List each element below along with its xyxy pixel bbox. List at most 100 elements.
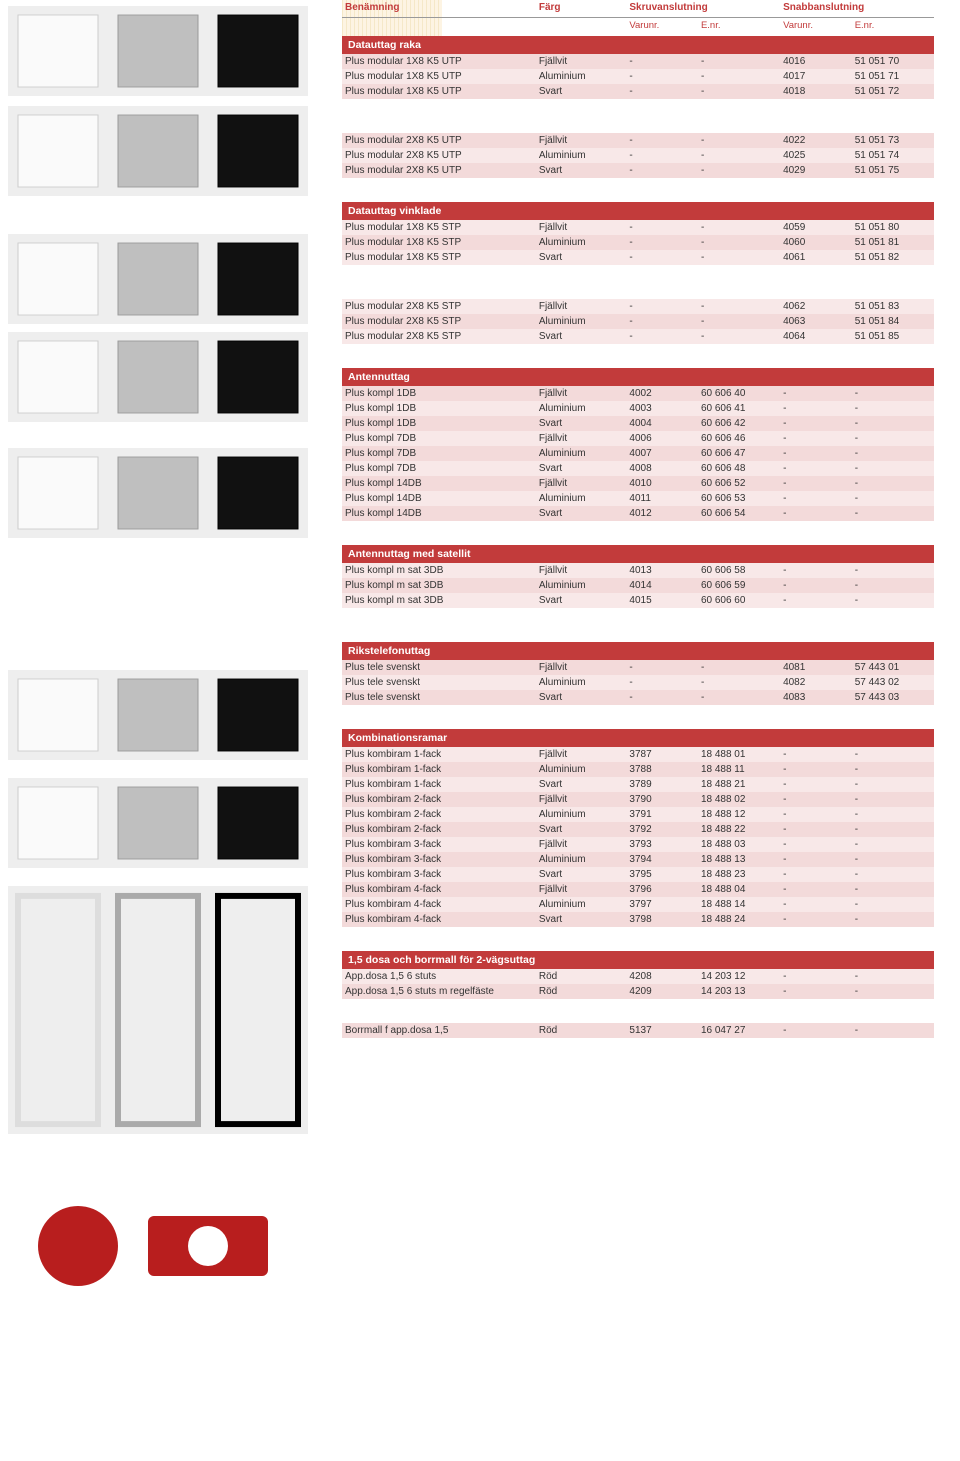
cell: Aluminium <box>536 69 627 84</box>
sub-enr-2: E.nr. <box>852 18 934 37</box>
cell: - <box>852 792 934 807</box>
cell: Fjällvit <box>536 792 627 807</box>
cell: 3794 <box>626 852 698 867</box>
cell: Svart <box>536 777 627 792</box>
cell: 4060 <box>780 235 852 250</box>
cell: - <box>626 314 698 329</box>
cell: 18 488 13 <box>698 852 780 867</box>
cell: - <box>852 882 934 897</box>
table-row: Plus kombiram 3-fackFjällvit379318 488 0… <box>342 837 934 852</box>
cell: 60 606 41 <box>698 401 780 416</box>
product-image <box>8 332 308 422</box>
cell: Fjällvit <box>536 660 627 675</box>
cell: 57 443 02 <box>852 675 934 690</box>
cell: Plus kompl 1DB <box>342 401 536 416</box>
cell: - <box>626 69 698 84</box>
cell: - <box>780 491 852 506</box>
cell: - <box>780 446 852 461</box>
table-row: Plus kombiram 2-fackSvart379218 488 22-- <box>342 822 934 837</box>
cell: Aluminium <box>536 762 627 777</box>
cell: - <box>852 747 934 762</box>
cell: - <box>852 897 934 912</box>
cell: - <box>852 476 934 491</box>
table-row: Plus modular 1X8 K5 UTPSvart--401851 051… <box>342 84 934 99</box>
cell: - <box>852 762 934 777</box>
table-row: Plus tele svensktAluminium--408257 443 0… <box>342 675 934 690</box>
cell: - <box>780 777 852 792</box>
cell: - <box>698 690 780 705</box>
product-image <box>8 778 308 868</box>
cell: Fjällvit <box>536 563 627 578</box>
cell: - <box>698 329 780 344</box>
cell: 18 488 03 <box>698 837 780 852</box>
table-row: Plus kompl 1DBFjällvit400260 606 40-- <box>342 386 934 401</box>
table-row: Plus kompl 7DBAluminium400760 606 47-- <box>342 446 934 461</box>
cell: 60 606 60 <box>698 593 780 608</box>
cell: - <box>780 897 852 912</box>
cell: Plus kombiram 4-fack <box>342 912 536 927</box>
cell: App.dosa 1,5 6 stuts <box>342 969 536 984</box>
cell: Svart <box>536 461 627 476</box>
table-row: Plus kompl 14DBSvart401260 606 54-- <box>342 506 934 521</box>
cell: - <box>852 446 934 461</box>
col-skruv: Skruvanslutning <box>626 0 780 18</box>
table-row: Plus modular 2X8 K5 STPAluminium--406351… <box>342 314 934 329</box>
section-title: Rikstelefonuttag <box>342 642 934 660</box>
sub-enr-1: E.nr. <box>698 18 780 37</box>
table-row: Plus modular 2X8 K5 UTPSvart--402951 051… <box>342 163 934 178</box>
cell: Röd <box>536 1023 627 1038</box>
cell: - <box>698 235 780 250</box>
section-title: 1,5 dosa och borrmall för 2-vägsuttag <box>342 951 934 969</box>
table-row: App.dosa 1,5 6 stuts m regelfästeRöd4209… <box>342 984 934 999</box>
table-row: Plus tele svensktSvart--408357 443 03 <box>342 690 934 705</box>
cell: - <box>780 837 852 852</box>
table-row: Plus tele svensktFjällvit--408157 443 01 <box>342 660 934 675</box>
cell: 18 488 22 <box>698 822 780 837</box>
cell: - <box>852 807 934 822</box>
cell: Aluminium <box>536 401 627 416</box>
cell: 3797 <box>626 897 698 912</box>
table-row: App.dosa 1,5 6 stutsRöd420814 203 12-- <box>342 969 934 984</box>
cell: - <box>852 578 934 593</box>
cell: Plus modular 2X8 K5 UTP <box>342 148 536 163</box>
cell: - <box>698 163 780 178</box>
cell: Plus modular 1X8 K5 UTP <box>342 69 536 84</box>
cell: Plus modular 2X8 K5 STP <box>342 329 536 344</box>
cell: Fjällvit <box>536 476 627 491</box>
cell: Plus modular 2X8 K5 STP <box>342 314 536 329</box>
table-row: Plus kompl 14DBAluminium401160 606 53-- <box>342 491 934 506</box>
cell: Plus modular 2X8 K5 STP <box>342 299 536 314</box>
cell: Plus kompl 14DB <box>342 491 536 506</box>
cell: - <box>852 912 934 927</box>
cell: Fjällvit <box>536 386 627 401</box>
section-header: Rikstelefonuttag <box>342 642 934 660</box>
cell: - <box>780 747 852 762</box>
cell: 60 606 46 <box>698 431 780 446</box>
cell: 4208 <box>626 969 698 984</box>
table-row: Plus modular 2X8 K5 UTPFjällvit--402251 … <box>342 133 934 148</box>
table-row: Plus kombiram 1-fackSvart378918 488 21-- <box>342 777 934 792</box>
cell: 4002 <box>626 386 698 401</box>
cell: 4022 <box>780 133 852 148</box>
cell: Plus modular 1X8 K5 STP <box>342 220 536 235</box>
cell: - <box>626 250 698 265</box>
cell: - <box>852 416 934 431</box>
cell: Aluminium <box>536 314 627 329</box>
cell: - <box>780 969 852 984</box>
table-row: Plus kombiram 3-fackSvart379518 488 23-- <box>342 867 934 882</box>
cell: Svart <box>536 822 627 837</box>
cell: Aluminium <box>536 897 627 912</box>
cell: - <box>780 984 852 999</box>
cell: Svart <box>536 690 627 705</box>
cell: Plus kombiram 3-fack <box>342 852 536 867</box>
cell: - <box>626 133 698 148</box>
cell: 57 443 01 <box>852 660 934 675</box>
cell: Plus modular 1X8 K5 STP <box>342 250 536 265</box>
cell: - <box>852 563 934 578</box>
cell: - <box>780 822 852 837</box>
cell: 4063 <box>780 314 852 329</box>
cell: Aluminium <box>536 235 627 250</box>
cell: 4083 <box>780 690 852 705</box>
cell: Aluminium <box>536 578 627 593</box>
section-header: Antennuttag med satellit <box>342 545 934 563</box>
